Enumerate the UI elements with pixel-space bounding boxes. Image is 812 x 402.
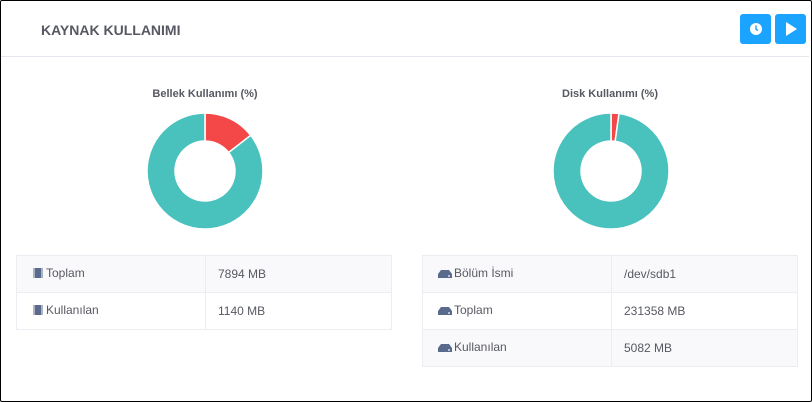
row-label: Bölüm İsmi <box>454 266 514 280</box>
row-value: 1140 MB <box>205 292 392 330</box>
row-value: 7894 MB <box>205 255 392 293</box>
disk-free-slice <box>552 112 670 230</box>
disk-table: Bölüm İsmi /dev/sdb1 Toplam 231358 MB Ku… <box>422 255 798 367</box>
hard-drive-icon <box>438 268 452 282</box>
play-icon <box>785 22 797 36</box>
memory-donut-chart <box>146 112 264 230</box>
hard-drive-icon <box>438 305 452 319</box>
clock-icon <box>749 23 762 35</box>
disk-chart-title: Disk Kullanımı (%) <box>562 88 658 100</box>
row-label: Toplam <box>46 266 85 280</box>
table-row: Kullanılan 1140 MB <box>16 292 392 330</box>
memory-chip-icon <box>32 267 44 282</box>
disk-donut-chart <box>552 112 670 230</box>
table-row: Toplam 231358 MB <box>422 292 798 330</box>
row-value: 5082 MB <box>611 329 798 367</box>
row-value: 231358 MB <box>611 292 798 330</box>
row-label: Toplam <box>454 303 493 317</box>
row-label: Kullanılan <box>454 340 507 354</box>
memory-chart-title: Bellek Kullanımı (%) <box>152 88 258 100</box>
play-button[interactable] <box>775 14 806 44</box>
hard-drive-icon <box>438 342 452 356</box>
panel-header: KAYNAK KULLANIMI <box>1 1 809 57</box>
table-row: Bölüm İsmi /dev/sdb1 <box>422 255 798 293</box>
table-row: Kullanılan 5082 MB <box>422 329 798 367</box>
memory-chip-icon <box>32 304 44 319</box>
history-button[interactable] <box>740 14 771 44</box>
table-row: Toplam 7894 MB <box>16 255 392 293</box>
memory-table: Toplam 7894 MB Kullanılan 1140 MB <box>16 255 392 330</box>
row-label: Kullanılan <box>46 303 99 317</box>
panel-title: KAYNAK KULLANIMI <box>41 22 181 38</box>
row-value: /dev/sdb1 <box>611 255 798 293</box>
memory-free-slice <box>146 112 264 230</box>
